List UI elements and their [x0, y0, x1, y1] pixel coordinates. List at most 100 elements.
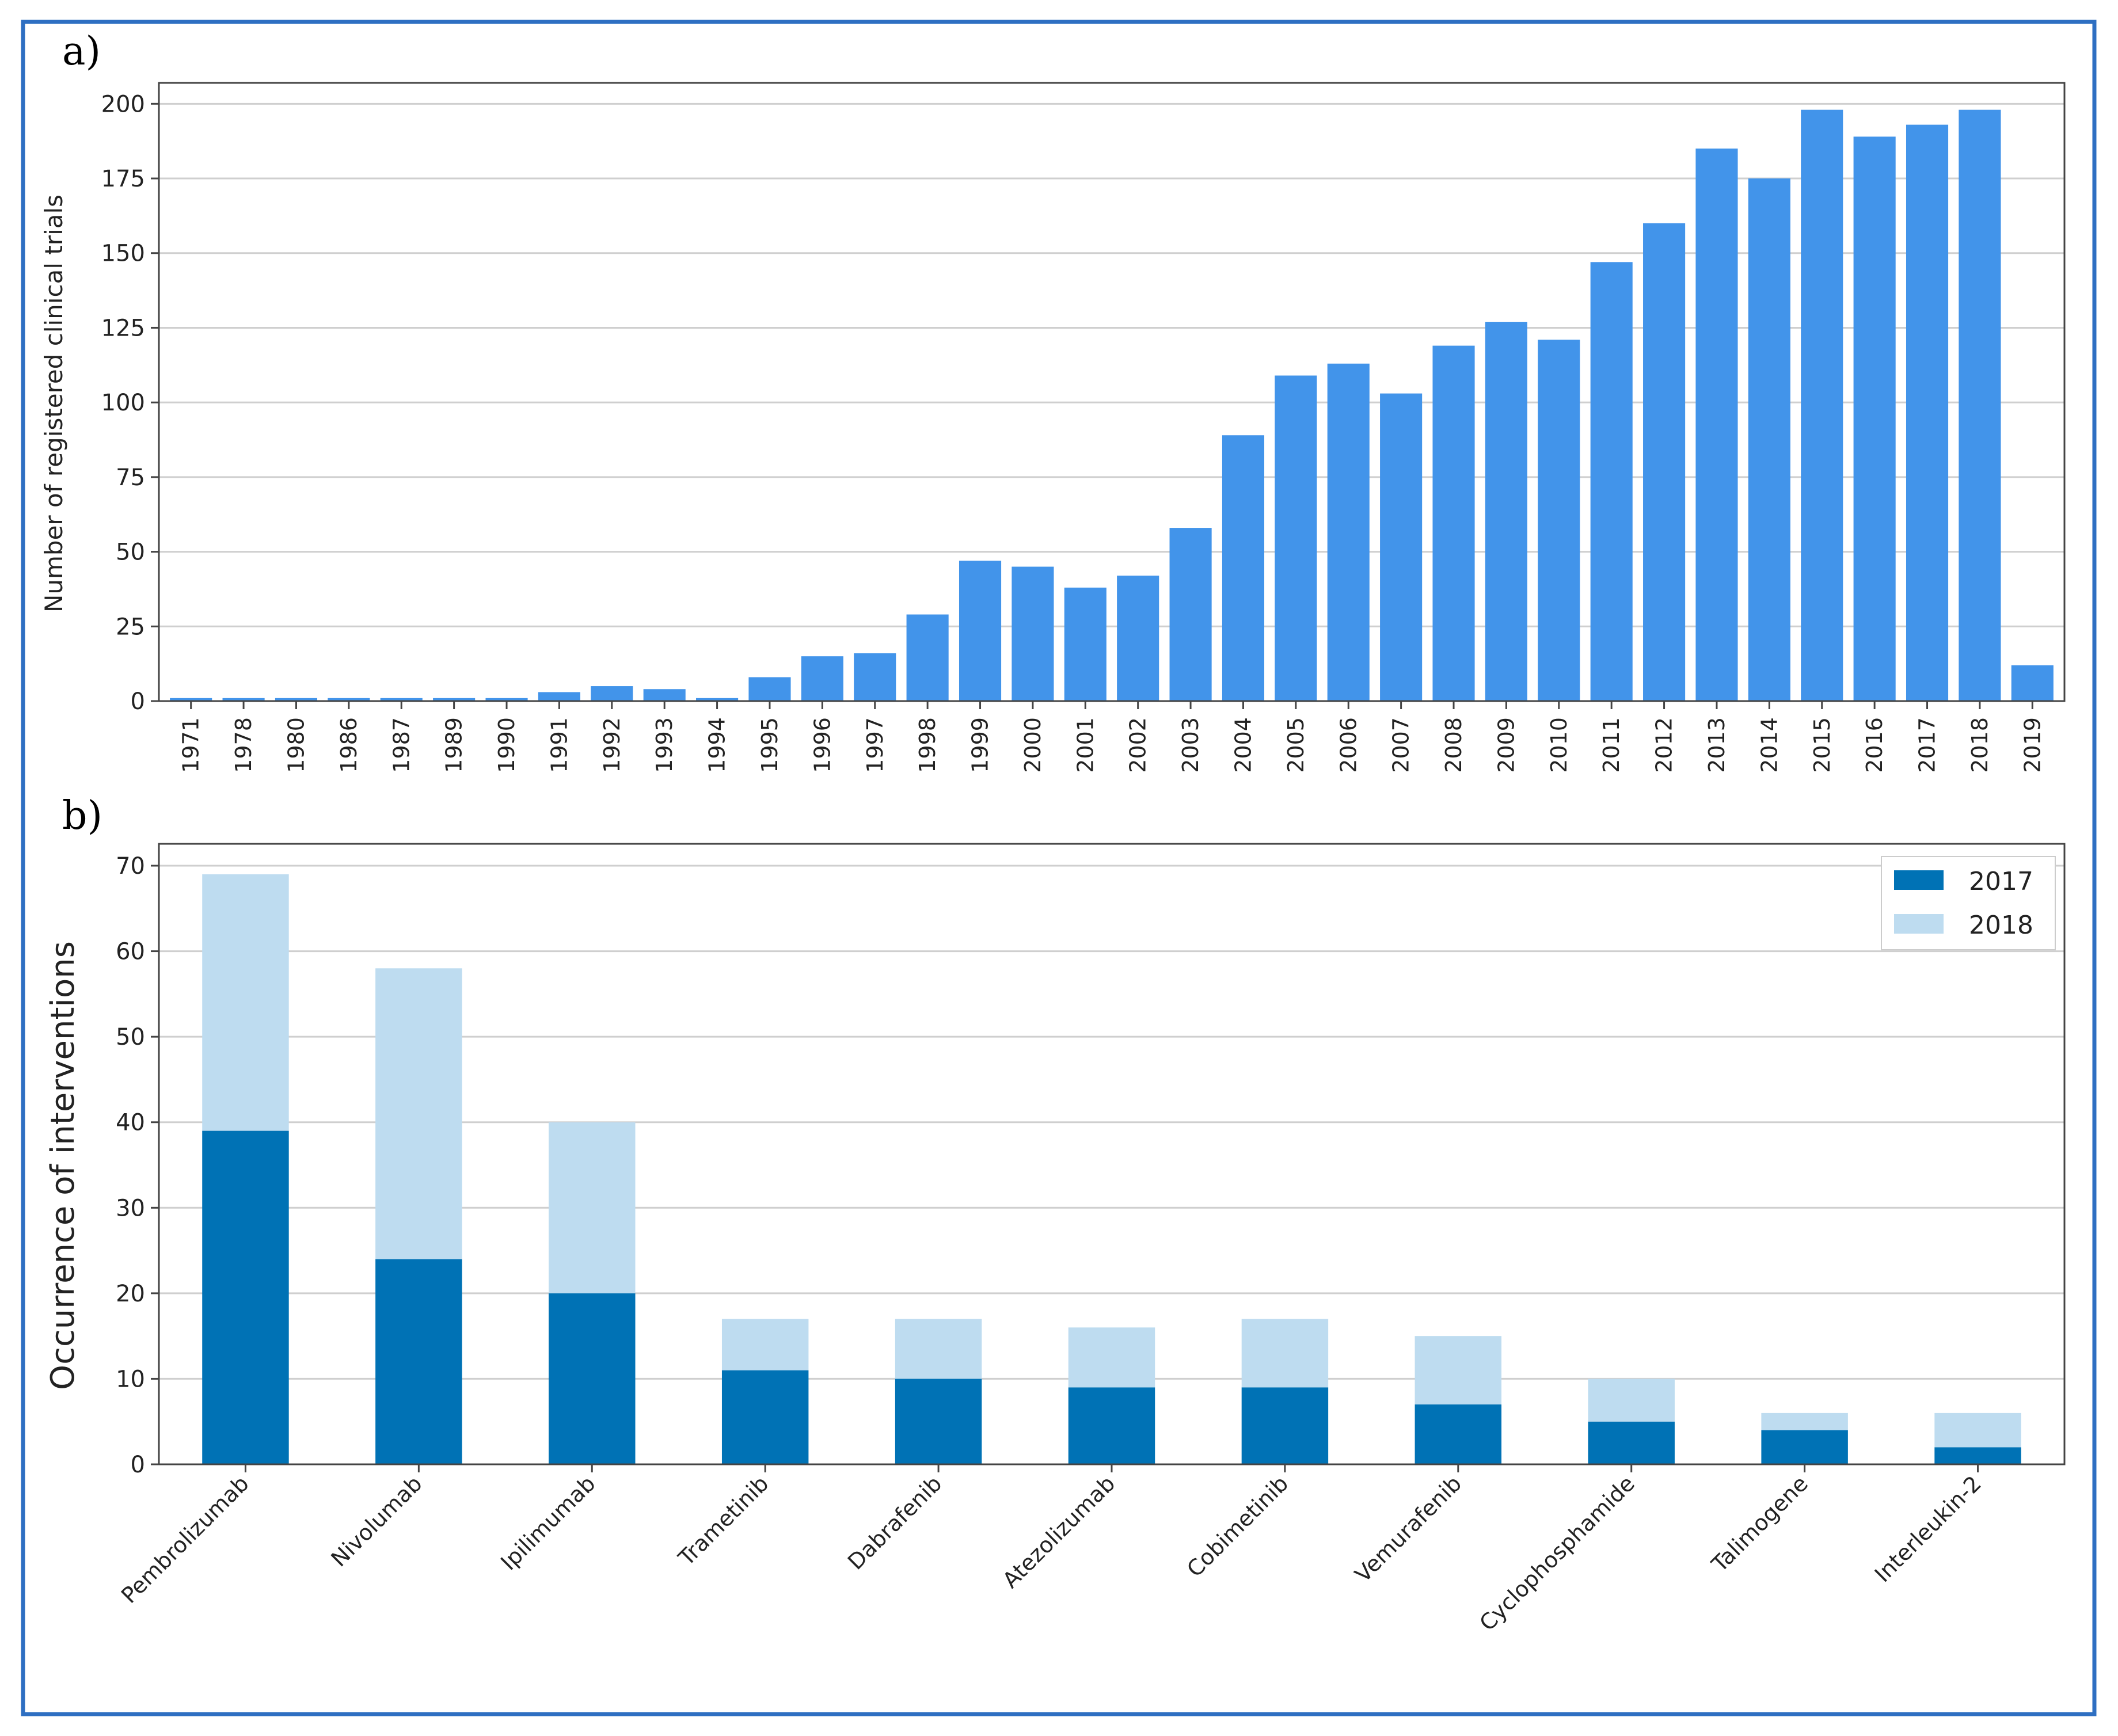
chart-b-legend: 2017 2018 — [1881, 856, 2056, 950]
chart-a-bar — [1906, 124, 1949, 701]
chart-a-x-tick-label: 2004 — [1230, 717, 1256, 773]
chart-a-y-tick-label: 100 — [101, 390, 145, 416]
chart-a-x-tick-label: 1994 — [705, 717, 730, 773]
chart-a-bar — [696, 698, 739, 701]
chart-a-x-tick-label: 2014 — [1756, 717, 1782, 773]
chart-b-bars — [202, 874, 2021, 1464]
chart-b-y-axis-label: Occurrence of interventions — [44, 941, 82, 1390]
chart-a-bar — [1275, 375, 1317, 701]
chart-a-x-tick-label: 1987 — [389, 717, 414, 773]
chart-a-bar — [275, 698, 318, 701]
chart-a-bar — [1380, 393, 1423, 701]
chart-a-x-tick-label: 1991 — [546, 717, 572, 773]
chart-a-bar — [1801, 109, 1843, 701]
legend-label-2018: 2018 — [1969, 911, 2033, 940]
chart-b-y-tick-label: 20 — [116, 1281, 145, 1307]
chart-a-bar — [906, 614, 949, 701]
chart-b-bar-2017 — [895, 1379, 982, 1464]
chart-a-bar — [222, 698, 265, 701]
chart-b-bar-2018 — [895, 1319, 982, 1379]
chart-a-x-ticks: 1971 1978 1980 1986 1987 1989 1990 1991 1992 1993… — [178, 701, 2045, 773]
chart-b-bar-2018 — [1241, 1319, 1329, 1388]
chart-b-bar-2018 — [1068, 1327, 1155, 1388]
chart-a-bar — [1643, 223, 1686, 701]
chart-a-x-tick-label: 1980 — [283, 717, 309, 773]
chart-a-bar — [1748, 178, 1790, 701]
chart-a-gridlines — [159, 102, 2064, 627]
chart-b-bar-2017 — [1068, 1387, 1155, 1464]
legend-swatch-2017 — [1894, 870, 1944, 890]
chart-a-bar — [748, 677, 791, 701]
chart-b-y-tick-label: 50 — [116, 1024, 145, 1050]
panel-a-label: a) — [62, 29, 101, 74]
chart-b-bar-2018 — [375, 968, 462, 1259]
chart-b-bar-2018 — [721, 1319, 809, 1370]
chart-b-bar-2018 — [549, 1122, 636, 1293]
chart-a-x-tick-label: 2006 — [1336, 717, 1361, 773]
chart-a-x-tick-label: 1998 — [915, 717, 940, 773]
chart-a-y-tick-label: 75 — [116, 465, 145, 491]
chart-a-bar — [170, 698, 212, 701]
chart-b-bar-2017 — [1761, 1430, 1848, 1464]
chart-a-x-tick-label: 2017 — [1915, 717, 1940, 773]
chart-b-bar-2017 — [721, 1370, 809, 1464]
chart-b-y-tick-label: 60 — [116, 939, 145, 965]
chart-a-bar — [1169, 528, 1212, 701]
chart-a-bar — [1695, 149, 1738, 702]
chart-a-x-tick-label: 2008 — [1441, 717, 1466, 773]
chart-a-bar — [959, 561, 1002, 701]
chart-a-axes-box — [158, 82, 2066, 702]
chart-a-x-tick-label: 1993 — [652, 717, 677, 773]
chart-a-bar — [1853, 136, 1896, 702]
chart-a-bar — [1590, 262, 1633, 702]
chart-a-y-tick-label: 200 — [101, 91, 145, 117]
chart-a-bar — [538, 692, 580, 701]
chart-a-x-tick-label: 1990 — [494, 717, 519, 773]
panel-b-label: b) — [62, 793, 102, 839]
legend-label-2017: 2017 — [1969, 867, 2033, 896]
chart-b-bar-2017 — [1934, 1447, 2021, 1464]
chart-a-x-tick-label: 2000 — [1020, 717, 1045, 773]
chart-b-gridlines — [159, 865, 2064, 1380]
chart-a-x-tick-label: 1989 — [442, 717, 467, 773]
chart-b-bar-2017 — [1241, 1387, 1329, 1464]
chart-b-bar-2018 — [1588, 1379, 1675, 1422]
chart-a-bars — [170, 109, 2054, 702]
chart-a-bar — [1432, 345, 1475, 701]
chart-b-bar-2017 — [549, 1293, 636, 1464]
chart-a-bar — [591, 686, 633, 701]
chart-b-bar-2018 — [1934, 1413, 2021, 1448]
chart-a-y-tick-label: 50 — [116, 539, 145, 566]
chart-a-x-tick-label: 2002 — [1125, 717, 1151, 773]
chart-b-bar-2018 — [1761, 1413, 1848, 1430]
chart-a-bar — [485, 698, 528, 701]
chart-a-bar — [801, 656, 843, 701]
chart-a-x-tick-label: 2007 — [1389, 717, 1414, 773]
chart-a-y-tick-label: 0 — [131, 688, 145, 715]
chart-b-bar-2017 — [1588, 1421, 1675, 1464]
chart-b-y-ticks: 0 10 20 30 40 50 60 70 — [116, 853, 159, 1478]
chart-a-x-tick-label: 2011 — [1599, 717, 1624, 773]
chart-a-x-tick-label: 1996 — [809, 717, 835, 773]
chart-a-x-tick-label: 1992 — [599, 717, 625, 773]
chart-a-x-tick-label: 1986 — [336, 717, 362, 773]
chart-a-x-tick-label: 2012 — [1652, 717, 1677, 773]
chart-a-y-tick-label: 150 — [101, 241, 145, 267]
chart-a-y-tick-label: 125 — [101, 315, 145, 341]
chart-a-x-tick-label: 2013 — [1704, 717, 1729, 773]
chart-a-bar — [1117, 576, 1159, 701]
chart-a-x-tick-label: 2009 — [1493, 717, 1519, 773]
legend-swatch-2018 — [1894, 914, 1944, 934]
chart-b-bar-2018 — [202, 874, 289, 1131]
chart-a-x-tick-label: 2001 — [1073, 717, 1098, 773]
chart-a-x-tick-label: 2010 — [1546, 717, 1572, 773]
chart-a-x-tick-label: 2015 — [1809, 717, 1835, 773]
chart-a-y-ticks: 0 25 50 75 100 125 150 175 200 — [101, 91, 159, 715]
chart-a-bar — [328, 698, 370, 701]
chart-b-bar-2017 — [1414, 1404, 1502, 1464]
chart-a-y-tick-label: 175 — [101, 166, 145, 192]
chart-a-x-tick-label: 1999 — [968, 717, 993, 773]
chart-b-bar-2018 — [1414, 1336, 1502, 1404]
